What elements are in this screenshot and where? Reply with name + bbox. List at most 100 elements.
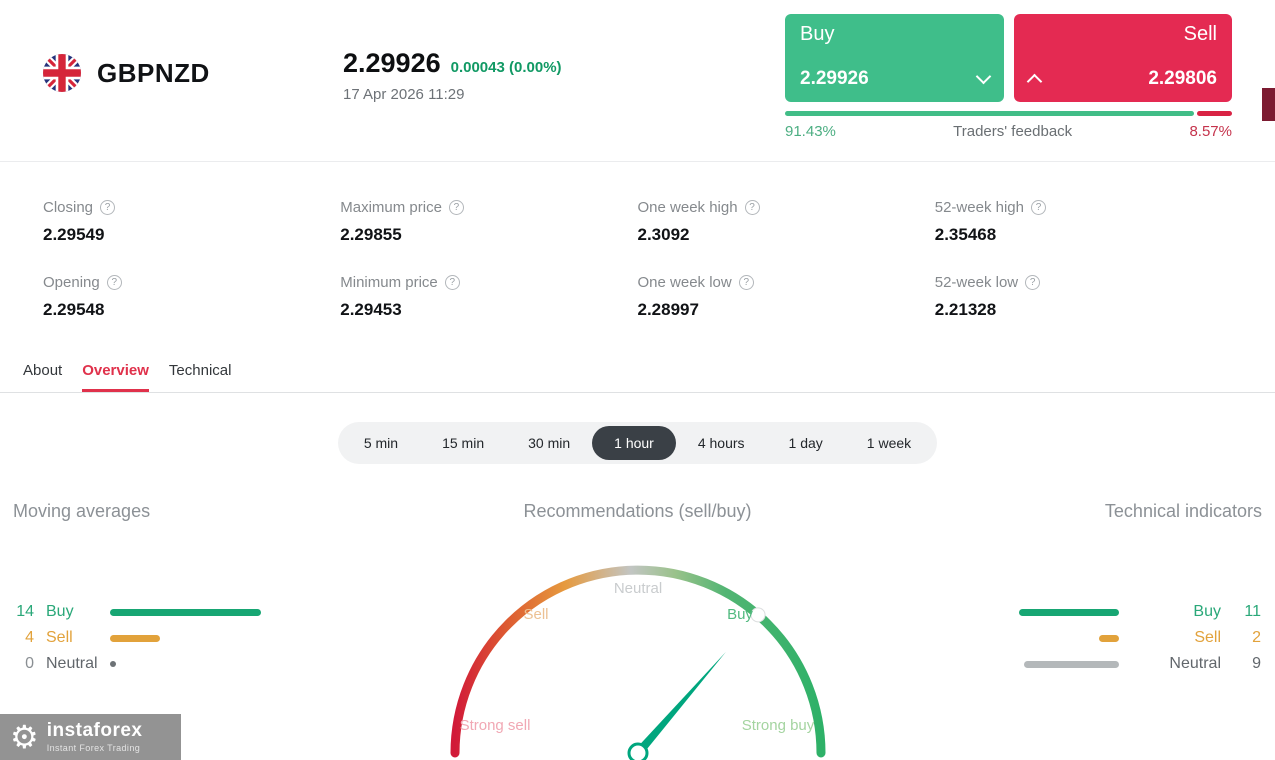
- list-item: Sell 2: [969, 629, 1261, 647]
- timeframe-30min[interactable]: 30 min: [528, 435, 571, 451]
- buy-button[interactable]: Buy 2.29926: [785, 14, 1004, 102]
- stat-value: 2.29855: [340, 225, 402, 244]
- uk-flag-icon: [43, 54, 81, 92]
- gauge-label-sell: Sell: [523, 606, 548, 623]
- stat-value: 2.21328: [934, 300, 997, 319]
- stat-value: 2.28997: [637, 300, 699, 319]
- recommendations-title: Recommendations (sell/buy): [523, 501, 752, 521]
- buy-price: 2.29926: [800, 68, 869, 89]
- help-icon[interactable]: ?: [106, 275, 122, 290]
- timeframe-15min[interactable]: 15 min: [442, 435, 485, 451]
- ti-sell-count: 2: [1252, 629, 1261, 646]
- help-icon[interactable]: ?: [1025, 275, 1041, 290]
- help-icon[interactable]: ?: [1030, 200, 1046, 215]
- stat-label: Opening: [43, 274, 100, 291]
- ma-buy-count: 14: [16, 603, 34, 620]
- stat-52-week-low: 52-week low? 2.21328: [935, 274, 1232, 320]
- ma-buy-label: Buy: [46, 603, 74, 620]
- watermark-tagline: Instant Forex Trading: [46, 743, 141, 754]
- tab-overview[interactable]: Overview: [82, 351, 149, 392]
- section-tabs: About Overview Technical: [0, 351, 1275, 393]
- stat-label: Closing: [43, 199, 94, 216]
- timeframe-selector: 5 min 15 min 30 min 1 hour 4 hours 1 day…: [337, 422, 938, 464]
- moving-averages-list: 14 Buy 4 Sell 0 Neutral: [14, 603, 261, 681]
- ti-sell-label: Sell: [1194, 629, 1221, 646]
- tab-about[interactable]: About: [23, 362, 63, 379]
- sell-button[interactable]: Sell 2.29806: [1013, 14, 1232, 102]
- technical-indicators-list: Buy 11 Sell 2 Neutral 9: [969, 603, 1261, 681]
- gauge-label-neutral: Neutral: [614, 580, 662, 597]
- list-item: Buy 11: [969, 603, 1261, 621]
- ti-buy-count: 11: [1244, 603, 1261, 620]
- stat-one-week-low: One week low? 2.28997: [638, 274, 935, 320]
- tab-technical[interactable]: Technical: [168, 362, 232, 379]
- stat-value: 2.29548: [43, 300, 105, 319]
- list-item: 14 Buy: [14, 603, 261, 621]
- trade-widget: Buy 2.29926 Sell 2.29806 91.43%: [785, 14, 1232, 140]
- recommendation-gauge: Neutral Sell Buy Strong sell Strong buy: [443, 543, 833, 760]
- help-icon[interactable]: ?: [448, 200, 464, 215]
- timeframe-1hour[interactable]: 1 hour: [592, 426, 676, 460]
- gauge-arc: [450, 565, 826, 758]
- list-item: Neutral 9: [969, 655, 1261, 673]
- gear-icon: ⚙: [10, 719, 39, 755]
- stat-one-week-high: One week high? 2.3092: [638, 199, 935, 245]
- quote-header: GBPNZD 2.29926 0.00043 (0.00%) 17 Apr 20…: [0, 0, 1275, 162]
- ti-neutral-label: Neutral: [1169, 655, 1221, 672]
- ma-sell-bar: [110, 634, 160, 642]
- timeframe-5min[interactable]: 5 min: [363, 435, 399, 451]
- stat-label: Maximum price: [340, 199, 442, 216]
- list-item: 4 Sell: [14, 629, 261, 647]
- gauge-label-buy: Buy: [727, 606, 753, 623]
- stat-label: 52-week low: [934, 274, 1019, 291]
- feedback-sell-bar: [1196, 111, 1232, 116]
- chevron-down-icon: [975, 68, 991, 85]
- stat-value: 2.29453: [340, 300, 402, 319]
- ma-sell-label: Sell: [46, 629, 73, 646]
- ti-buy-label: Buy: [1193, 603, 1221, 620]
- stat-label: One week high: [637, 199, 738, 216]
- ma-buy-bar: [110, 608, 261, 616]
- list-item: 0 Neutral: [14, 655, 261, 673]
- gauge-hub: [627, 742, 649, 760]
- timeframe-4hours[interactable]: 4 hours: [697, 435, 745, 451]
- stat-minimum-price: Minimum price? 2.29453: [340, 274, 637, 320]
- analysis-titles: Moving averages Recommendations (sell/bu…: [0, 501, 1275, 522]
- help-icon[interactable]: ?: [744, 200, 760, 215]
- timeframe-1week[interactable]: 1 week: [866, 435, 912, 451]
- right-edge-element: [1262, 88, 1275, 121]
- gauge-label-strong-buy: Strong buy: [742, 717, 815, 734]
- stat-value: 2.35468: [934, 225, 997, 244]
- timeframe-1day[interactable]: 1 day: [788, 435, 823, 451]
- ti-buy-bar: [1019, 608, 1119, 616]
- quote-timestamp: 17 Apr 2026 11:29: [343, 86, 465, 103]
- stats-grid: Closing? 2.29549 Maximum price? 2.29855 …: [0, 162, 1275, 320]
- gauge-label-strong-sell: Strong sell: [460, 717, 531, 734]
- stat-opening: Opening? 2.29548: [43, 274, 340, 320]
- watermark-brand: instaforex: [46, 719, 143, 741]
- gauge-needle: [633, 651, 726, 758]
- ti-sell-bar: [1099, 634, 1119, 642]
- help-icon[interactable]: ?: [444, 275, 460, 290]
- feedback-buy-bar: [785, 111, 1194, 116]
- stat-label: One week low: [637, 274, 732, 291]
- help-icon[interactable]: ?: [738, 275, 754, 290]
- buy-button-label: Buy: [800, 23, 835, 45]
- ma-neutral-count: 0: [25, 655, 34, 672]
- pair-info: GBPNZD: [43, 54, 343, 92]
- ma-sell-count: 4: [25, 629, 34, 646]
- chevron-up-icon: [1026, 73, 1042, 90]
- pair-title: GBPNZD: [97, 57, 210, 88]
- ma-neutral-label: Neutral: [46, 655, 98, 672]
- stat-value: 2.3092: [637, 225, 690, 244]
- technical-indicators-title: Technical indicators: [1104, 501, 1262, 521]
- help-icon[interactable]: ?: [100, 200, 116, 215]
- stat-label: 52-week high: [934, 199, 1024, 216]
- traders-feedback: 91.43% Traders' feedback 8.57%: [785, 111, 1232, 140]
- stat-label: Minimum price: [340, 274, 438, 291]
- ti-neutral-bar: [1024, 660, 1119, 668]
- feedback-sell-percent: 8.57%: [1189, 123, 1232, 140]
- moving-averages-title: Moving averages: [13, 501, 151, 521]
- gauge-marker[interactable]: [748, 605, 768, 625]
